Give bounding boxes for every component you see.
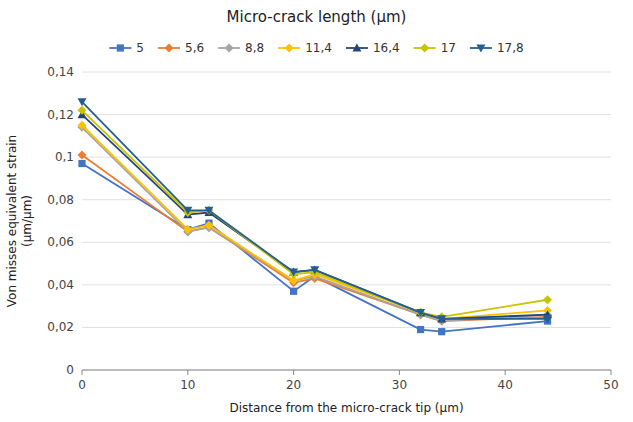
legend-label: 8,8 xyxy=(245,41,264,55)
x-axis-label: Distance from the micro-crack tip (μm) xyxy=(229,401,463,415)
point xyxy=(78,160,85,167)
x-tick xyxy=(293,370,294,375)
legend: 5 5,6 8,8 11,4 16,4 17 17,8 xyxy=(109,41,523,55)
legend-label: 16,4 xyxy=(373,41,400,55)
legend-item: 17 xyxy=(414,41,456,55)
legend-item: 8,8 xyxy=(218,41,264,55)
point xyxy=(183,225,192,234)
plot-area xyxy=(78,98,553,335)
point xyxy=(204,207,213,215)
grid-line xyxy=(82,370,611,371)
legend-item: 5 xyxy=(109,41,144,55)
point xyxy=(78,106,87,115)
x-tick-label: 30 xyxy=(392,378,407,392)
title: Micro-crack length (μm) xyxy=(227,8,407,26)
legend-marker xyxy=(476,44,485,52)
x-axis: 0 10 20 30 40 50 xyxy=(78,370,618,392)
y-tick-label: 0,02 xyxy=(47,320,74,334)
y-tick-label: 0,06 xyxy=(47,235,74,249)
legend-label: 11,4 xyxy=(305,41,332,55)
legend-item: 17,8 xyxy=(470,41,524,55)
point xyxy=(416,309,425,317)
legend-marker xyxy=(117,44,124,51)
point xyxy=(416,308,425,317)
y-tick-label: 0,04 xyxy=(47,278,74,292)
point xyxy=(416,308,425,317)
x-tick-label: 0 xyxy=(78,378,86,392)
point xyxy=(310,266,319,274)
legend-item: 5,6 xyxy=(158,41,204,55)
series xyxy=(78,98,553,323)
line xyxy=(82,125,548,319)
point xyxy=(543,315,552,323)
x-tick xyxy=(82,370,83,375)
point xyxy=(78,98,87,106)
legend-marker xyxy=(420,44,429,53)
point xyxy=(543,295,552,304)
y-tick-label: 0 xyxy=(66,363,74,377)
series xyxy=(78,110,553,322)
line xyxy=(82,110,548,316)
series xyxy=(78,106,553,321)
legend-marker xyxy=(352,44,361,52)
y-tick-label: 0,08 xyxy=(47,193,74,207)
x-tick-label: 40 xyxy=(498,378,513,392)
legend-label: 5,6 xyxy=(185,41,204,55)
legend-item: 11,4 xyxy=(278,41,332,55)
series xyxy=(78,123,553,326)
x-tick-label: 10 xyxy=(180,378,195,392)
point xyxy=(417,326,424,333)
y-axis: 0 0,02 0,04 0,06 0,08 0,1 0,12 0,14 xyxy=(47,65,611,377)
legend-item: 16,4 xyxy=(346,41,400,55)
point xyxy=(78,121,87,130)
point xyxy=(290,288,297,295)
grid-line xyxy=(82,242,611,243)
point xyxy=(437,315,446,323)
legend-marker xyxy=(285,44,294,53)
x-tick xyxy=(505,370,506,375)
grid-line xyxy=(82,157,611,158)
x-tick xyxy=(611,370,612,375)
grid-line xyxy=(82,199,611,200)
line xyxy=(82,115,548,319)
point xyxy=(204,221,213,230)
y-tick-label: 0,12 xyxy=(47,108,74,122)
x-tick xyxy=(399,370,400,375)
chart: Micro-crack length (μm) 0 0,02 0,04 0,06 0,08… xyxy=(0,0,633,422)
grid-line xyxy=(82,327,611,328)
line xyxy=(82,127,548,321)
point xyxy=(438,328,445,335)
y-axis-label-line: (μm/μm) xyxy=(20,195,34,247)
grid-line xyxy=(82,72,611,73)
x-tick-label: 50 xyxy=(603,378,618,392)
series xyxy=(78,160,551,335)
legend-label: 5 xyxy=(136,41,144,55)
y-axis-label-line: Von misses equivalent strain xyxy=(5,135,19,307)
legend-label: 17 xyxy=(441,41,456,55)
point xyxy=(289,268,298,276)
y-tick-label: 0,14 xyxy=(47,65,74,79)
legend-marker xyxy=(165,44,174,53)
series xyxy=(78,121,553,324)
x-axis-line xyxy=(82,370,611,371)
legend-marker xyxy=(225,44,234,53)
x-tick-label: 20 xyxy=(286,378,301,392)
x-tick xyxy=(187,370,188,375)
y-tick-label: 0,1 xyxy=(55,150,74,164)
point xyxy=(183,207,192,215)
y-axis-label: Von misses equivalent strain(μm/μm) xyxy=(5,135,34,307)
legend-label: 17,8 xyxy=(497,41,524,55)
line xyxy=(82,102,548,319)
point xyxy=(78,151,87,160)
grid-line xyxy=(82,114,611,115)
line xyxy=(82,164,548,332)
